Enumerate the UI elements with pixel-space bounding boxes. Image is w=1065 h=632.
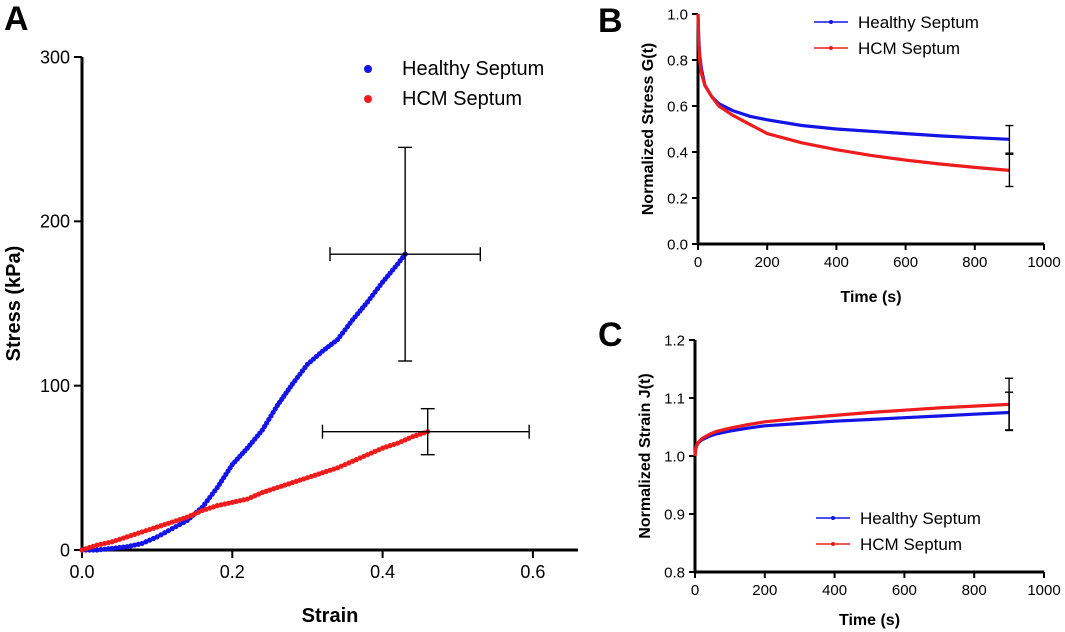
hcm-septum-legend-label: HCM Septum xyxy=(858,39,960,58)
x-tick-label: 0 xyxy=(691,582,699,599)
y-tick-label: 1.0 xyxy=(667,6,688,23)
x-tick-label: 0.4 xyxy=(370,562,395,582)
hcm-septum-legend-label: HCM Septum xyxy=(402,88,522,110)
x-tick-label: 200 xyxy=(755,254,780,271)
y-tick-label: 0.4 xyxy=(667,144,688,161)
y-tick-label: 0.6 xyxy=(667,98,688,115)
chart-panel-a: 0.0 0.2 0.4 0.6 0 100 200 300 Strain Stress (kPa)… xyxy=(3,47,578,627)
x-tick-label: 600 xyxy=(892,582,917,599)
y-tick-label: 300 xyxy=(40,47,70,67)
healthy-septum-legend-marker xyxy=(364,65,372,73)
y-axis-title: Stress (kPa) xyxy=(3,246,25,362)
healthy-septum-point xyxy=(116,544,123,551)
chart-panel-b: 0 200 400 600 800 1000 0.0 0.2 0.4 0.6 0.8 1.0 Time … xyxy=(640,6,1061,306)
x-tick-label: 200 xyxy=(752,582,777,599)
x-tick-label: 400 xyxy=(822,582,847,599)
x-tick-label: 400 xyxy=(824,254,849,271)
y-tick-label: 0.0 xyxy=(667,236,688,253)
hcm-septum-legend-label: HCM Septum xyxy=(860,535,962,554)
hcm-septum-line xyxy=(696,13,1010,172)
healthy-septum-point xyxy=(94,547,100,553)
y-axis-title: Normalized Stress G(t) xyxy=(640,43,657,215)
healthy-septum-line xyxy=(693,410,1010,457)
healthy-septum-point xyxy=(105,546,111,552)
healthy-septum-point xyxy=(90,547,96,553)
x-tick-label: 0 xyxy=(694,254,702,271)
y-tick-label: 200 xyxy=(40,212,70,232)
y-tick-label: 0.9 xyxy=(664,506,685,523)
hcm-septum-legend-marker xyxy=(364,95,372,103)
healthy-septum-legend-marker xyxy=(829,20,833,24)
x-tick-label: 0.0 xyxy=(69,562,94,582)
y-tick-label: 100 xyxy=(40,376,70,396)
hcm-septum-legend-marker xyxy=(829,46,833,50)
healthy-septum-point xyxy=(101,546,108,552)
healthy-septum-legend-marker xyxy=(831,516,835,520)
hcm-septum-legend-marker xyxy=(831,542,835,546)
hcm-septum-line xyxy=(693,402,1010,457)
x-tick-label: 800 xyxy=(962,254,987,271)
y-tick-label: 1.2 xyxy=(664,332,685,349)
x-axis-title: Time (s) xyxy=(839,612,900,629)
y-axis-title: Normalized Strain J(t) xyxy=(637,373,654,538)
healthy-septum-point xyxy=(120,544,126,550)
healthy-septum-legend-label: Healthy Septum xyxy=(402,58,544,80)
x-tick-label: 600 xyxy=(893,254,918,271)
healthy-septum-point xyxy=(98,546,104,553)
healthy-septum-legend-label: Healthy Septum xyxy=(858,13,979,32)
y-tick-label: 1.0 xyxy=(664,448,685,465)
panel-letter-a: A xyxy=(4,0,29,38)
healthy-septum-point xyxy=(109,545,115,551)
x-tick-label: 1000 xyxy=(1027,254,1060,271)
x-axis-title: Time (s) xyxy=(840,289,901,306)
x-tick-label: 1000 xyxy=(1027,582,1060,599)
y-tick-label: 0 xyxy=(60,540,70,560)
healthy-septum-point xyxy=(113,545,119,551)
x-axis-title: Strain xyxy=(302,605,359,627)
y-tick-label: 0.8 xyxy=(667,52,688,69)
healthy-septum-legend-label: Healthy Septum xyxy=(860,509,981,528)
y-tick-label: 1.1 xyxy=(664,390,685,407)
panel-letter-c: C xyxy=(598,316,623,354)
x-tick-label: 800 xyxy=(962,582,987,599)
x-tick-label: 0.2 xyxy=(220,562,245,582)
y-tick-label: 0.8 xyxy=(664,564,685,581)
chart-panel-c: 0 200 400 600 800 1000 0.8 0.9 1.0 1.1 1.2 Time (s)… xyxy=(637,332,1061,629)
y-tick-label: 0.2 xyxy=(667,190,688,207)
x-tick-label: 0.6 xyxy=(520,562,545,582)
panel-letter-b: B xyxy=(598,2,623,40)
